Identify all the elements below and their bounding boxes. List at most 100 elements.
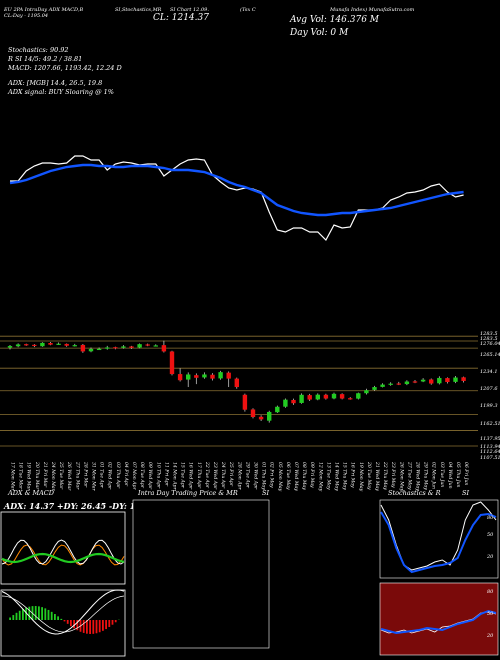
date-label: 22 Thu May — [382, 461, 388, 490]
candle-up — [40, 342, 45, 347]
macd-histogram-bar — [44, 608, 47, 620]
date-label: 09 Fri May — [309, 462, 315, 488]
macd-histogram-bar — [25, 607, 27, 620]
rsi-blue-line — [380, 609, 497, 635]
candle-down — [194, 375, 199, 378]
candle-down — [258, 416, 264, 420]
candle-down — [169, 351, 175, 375]
stoch-white-line — [380, 501, 497, 571]
candle-up — [186, 374, 191, 380]
price-level-label: 1283.5 — [480, 336, 498, 342]
price-level-label: 1113.94 — [480, 444, 500, 450]
main-chart: 17 Mon Mar 18 Tue Mar 19 Wed Mar 20 Thu Mar… — [0, 155, 478, 492]
candle-up — [121, 346, 126, 348]
stoch-panel-title: Stochastics & R — [388, 489, 441, 497]
candle-up — [372, 387, 377, 390]
macd-histogram-bar — [57, 616, 59, 620]
macd-histogram-bar — [66, 620, 69, 624]
date-label: 18 Tue Mar — [18, 462, 24, 490]
candle-down — [113, 347, 118, 349]
macd-histogram-bar — [41, 607, 43, 620]
macd-histogram-bar — [70, 620, 72, 627]
macd-histogram-bar — [76, 620, 79, 631]
candle-down — [461, 377, 466, 381]
macd-histogram-bar — [92, 620, 95, 634]
macd-histogram-bar — [15, 612, 18, 620]
candle-up — [388, 383, 393, 385]
date-label: 12 Mon May — [317, 462, 323, 492]
macd-histogram-bar — [82, 620, 85, 633]
date-label: 15 Thu May — [342, 462, 348, 490]
date-label: 08 Thu May — [301, 462, 307, 490]
macd-histogram-bar — [63, 620, 66, 622]
date-label: 21 Wed May — [374, 461, 380, 491]
candle-up — [137, 344, 142, 348]
rsi-tick-label: 20 — [487, 633, 494, 639]
macd-histogram-bar — [12, 615, 15, 620]
macd-histogram-bar — [114, 620, 117, 623]
macd-histogram-bar — [79, 620, 82, 632]
date-label: 26 Mon May — [398, 461, 404, 492]
candle-up — [283, 399, 288, 407]
stoch-blue-line — [380, 511, 497, 574]
candle-down — [177, 374, 183, 381]
macd-histogram-bar — [47, 609, 50, 620]
date-label: 29 Tue Apr — [244, 461, 250, 489]
stochastics-readout: Stochastics: 90.92 — [8, 46, 69, 54]
adx-panel-values: ADX: 14.37 +DY: 26.45 -DY: 19.8 — [4, 501, 150, 511]
candle-up — [15, 344, 21, 347]
date-label: 03 Thu Apr — [115, 462, 121, 489]
date-label: 28 Mon Apr — [236, 461, 242, 490]
date-label: 25 Tue Mar — [58, 461, 64, 490]
date-label: 30 Wed Apr — [253, 462, 259, 490]
date-label: 06 Tue May — [285, 462, 291, 490]
macd-histogram-bar — [89, 620, 91, 634]
adx-readout: ADX: [MGB] 14.4, 26.5, 19.8 — [8, 79, 103, 87]
candle-down — [234, 378, 239, 388]
adx-panel — [0, 511, 126, 585]
candle-up — [218, 372, 223, 379]
adx-signal-readout: ADX signal: BUY Sloaring @ 1% — [8, 88, 114, 96]
date-label: 31 Mon Mar — [91, 462, 97, 492]
macd-histogram-bar — [18, 610, 21, 620]
date-label: 27 Tue May — [406, 461, 412, 490]
macd-histogram-bar — [111, 620, 114, 625]
candle-down — [242, 394, 248, 410]
candle-down — [412, 381, 418, 383]
date-label: 10 Thu Apr — [155, 462, 161, 489]
candle-down — [226, 372, 231, 379]
candle-up — [202, 374, 207, 378]
date-label: 20 Tue May — [366, 461, 372, 490]
date-label: 17 Mon Mar — [10, 462, 16, 492]
header-close: CL: 1214.37 — [153, 13, 209, 23]
volume-lines — [9, 155, 464, 241]
stoch-tick-label: 50 — [487, 532, 494, 538]
date-label: 05 Mon May — [277, 462, 283, 492]
intraday-panel-title: Intra Day Trading Price & MR — [138, 489, 238, 497]
macd-histogram-bar — [34, 606, 37, 620]
date-label: 22 Tue Apr — [204, 461, 210, 489]
candle-down — [80, 344, 86, 352]
intraday-panel-title-si: SI — [262, 489, 270, 497]
price-level-label: 1199.3 — [480, 403, 498, 409]
price-level-label: 1234.1 — [480, 369, 498, 375]
stoch-panel — [379, 499, 499, 579]
candle-up — [275, 406, 280, 413]
candle-up — [56, 343, 61, 345]
macd-histogram-bar — [60, 618, 63, 620]
macd-histogram-bar — [98, 620, 101, 633]
candle-down — [291, 399, 296, 404]
date-label: 28 Fri Mar — [82, 461, 88, 488]
candle-down — [348, 398, 353, 400]
candle-up — [267, 411, 272, 421]
price-level-label: 1137.95 — [480, 436, 500, 442]
rsi-white-line — [380, 611, 497, 634]
candle-down — [396, 383, 401, 385]
rsi-tick-label: 50 — [487, 611, 494, 617]
date-label: 02 Wed Apr — [107, 462, 113, 490]
stoch-tick-label: 80 — [487, 515, 494, 521]
macd-histogram-bar — [31, 606, 34, 620]
candle-down — [48, 343, 53, 345]
date-label: 24 Thu Apr — [220, 461, 226, 489]
candle-down — [307, 395, 312, 400]
